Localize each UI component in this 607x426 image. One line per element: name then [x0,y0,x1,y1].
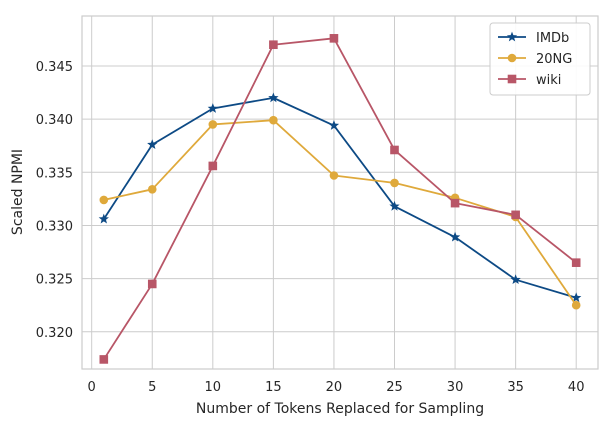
x-tick-label: 30 [447,380,464,395]
data-point-20ng [329,171,339,180]
legend: IMDb 20NG wiki [489,22,591,96]
data-point-wiki [208,161,218,171]
x-tick-label: 15 [265,380,282,395]
data-point-wiki [511,210,520,220]
axes-frame [81,15,599,370]
data-point-imdb [510,274,521,285]
x-tick-label: 40 [568,380,585,395]
data-point-wiki [147,279,157,289]
legend-label-20ng: 20NG [536,52,572,67]
x-tick-label: 0 [88,380,96,395]
data-point-20ng [269,115,278,125]
x-tick-label: 5 [148,380,156,395]
series-layer [98,34,582,364]
x-tick-label: 20 [326,380,343,395]
data-point-wiki [450,198,460,208]
series-wiki [99,34,581,364]
legend-label-wiki: wiki [536,73,561,88]
x-axis-label: Number of Tokens Replaced for Sampling [196,401,484,417]
y-tick-label: 0.340 [36,113,73,128]
data-point-wiki [99,355,109,364]
x-tick-label: 35 [507,380,524,395]
data-point-20ng [208,120,218,129]
data-point-wiki [571,258,581,267]
y-tick-label: 0.335 [36,166,73,181]
data-point-imdb [98,213,109,224]
x-tick-label: 10 [205,380,222,395]
y-tick-label: 0.345 [36,60,73,75]
data-point-20ng [390,178,399,188]
data-point-imdb [268,92,279,103]
legend-marker-wiki [507,74,517,84]
data-point-imdb [207,103,218,113]
series-imdb [98,92,582,303]
legend-marker-20ng [507,53,517,63]
data-point-imdb [328,120,340,130]
y-tick-label: 0.320 [36,326,73,341]
data-point-wiki [390,145,399,155]
data-point-imdb [147,139,158,150]
data-point-wiki [269,40,278,50]
y-axis-label: Scaled NPMI [10,149,26,235]
data-point-20ng [99,195,109,205]
legend-marker-imdb [506,31,518,42]
axes-border [81,15,599,370]
y-ticks: 0.320 0.325 0.330 0.335 0.340 0.345 [36,60,73,341]
x-tick-label: 25 [386,380,403,395]
y-tick-label: 0.330 [36,219,73,234]
x-ticks: 0 5 10 15 20 25 30 35 40 [88,380,585,395]
data-point-imdb [389,200,400,211]
data-point-20ng [147,185,157,194]
y-tick-label: 0.325 [36,273,73,288]
data-point-imdb [571,292,582,303]
data-point-wiki [329,34,339,43]
data-point-imdb [449,231,461,242]
data-point-20ng [571,300,581,310]
legend-label-imdb: IMDb [536,31,569,46]
